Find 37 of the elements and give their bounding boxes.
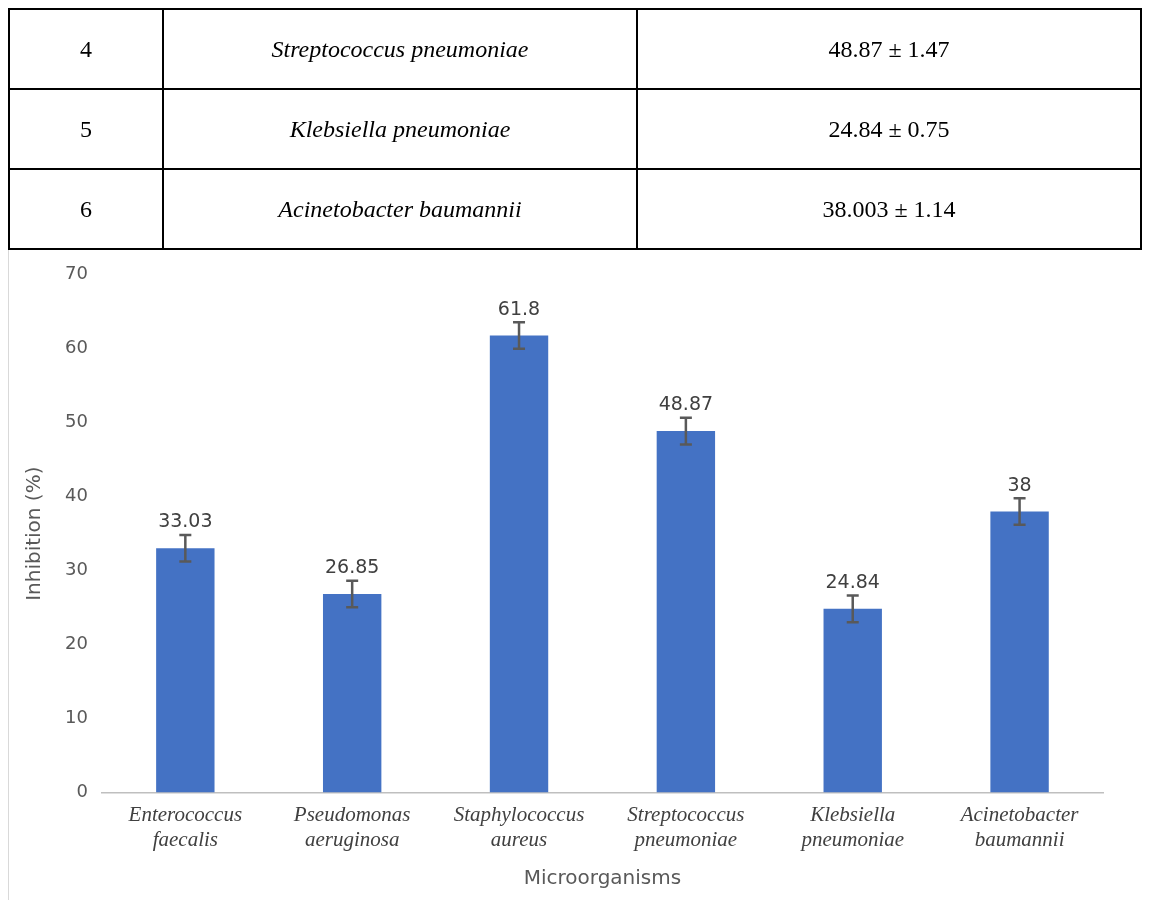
y-tick-label: 40 [65, 484, 88, 506]
bar [990, 511, 1049, 793]
x-tick-label: Klebsiella pneumoniae [799, 801, 905, 851]
text: Acinetobacter baumannii [163, 169, 637, 249]
text: 5 [9, 89, 163, 169]
y-tick-label: 20 [65, 632, 88, 654]
bar [156, 548, 215, 793]
y-tick-label: 0 [76, 780, 88, 802]
y-tick-label: 10 [65, 706, 88, 728]
x-axis-title: Microorganisms [523, 865, 682, 890]
y-tick-label: 30 [65, 558, 88, 580]
y-axis-title: Inhibition (%) [21, 466, 46, 601]
text: 38.003 ± 1.14 [637, 169, 1141, 249]
data-label: 24.84 [825, 569, 880, 592]
text: 48.87 ± 1.47 [637, 9, 1141, 89]
text: 6 [9, 169, 163, 249]
x-tick-label: Acinetobacter baumannii [958, 801, 1080, 851]
x-tick-label: Enterococcus faecalis [127, 801, 243, 851]
bar [489, 335, 549, 793]
text: Klebsiella pneumoniae [163, 89, 637, 169]
bar [823, 608, 882, 793]
bar [656, 431, 716, 793]
x-tick-label: Staphylococcus aureus [453, 801, 585, 851]
y-tick-label: 70 [65, 262, 88, 284]
text: 4 [9, 9, 163, 89]
y-tick-label: 50 [65, 410, 88, 432]
data-label: 48.87 [658, 392, 714, 415]
data-label: 38 [1007, 472, 1032, 495]
x-tick-label: Pseudomonas aeruginosa [292, 801, 411, 851]
data-label: 61.8 [497, 296, 541, 319]
text: Streptococcus pneumoniae [163, 9, 637, 89]
data-label: 26.85 [324, 555, 380, 578]
text: 24.84 ± 0.75 [637, 89, 1141, 169]
data-label: 33.03 [158, 509, 213, 532]
x-tick-label: Streptococcus pneumoniae [627, 801, 745, 851]
y-tick-label: 60 [65, 336, 88, 358]
bar [322, 593, 382, 793]
